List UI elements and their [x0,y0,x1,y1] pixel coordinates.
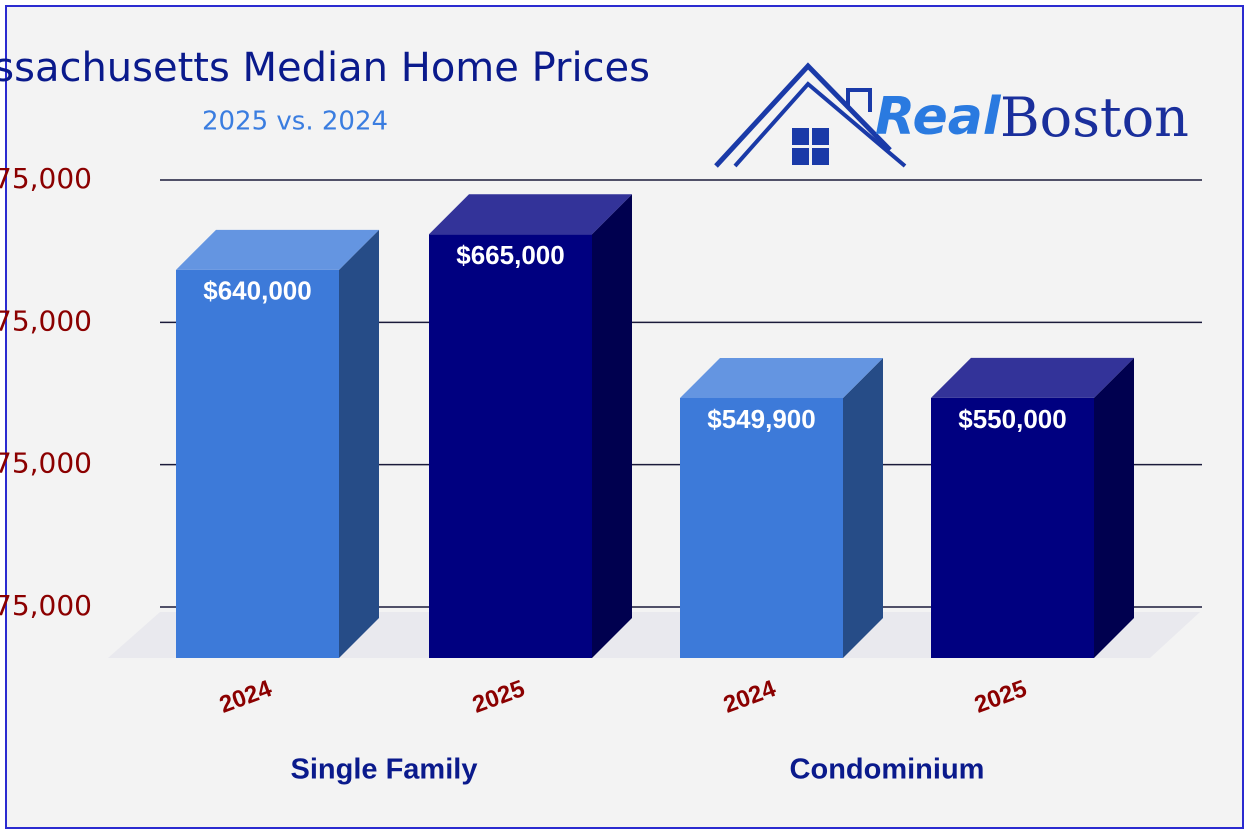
chart-title: Massachusetts Median Home Prices [0,45,650,91]
chart-subtitle: 2025 vs. 2024 [202,107,388,137]
logo-window [792,128,809,145]
logo-roof [733,81,907,168]
group-label: Single Family [291,754,478,786]
bar [680,358,883,658]
bar-top [176,229,379,270]
floor [108,612,1200,658]
bar-top [931,357,1134,398]
bar-top [429,194,632,235]
y-tick-label: $675,000 [0,162,92,195]
bar-front [680,398,843,658]
bar-front [429,234,592,658]
y-tick-label: $475,000 [0,447,92,480]
bar [176,229,379,659]
value-label: $640,000 [203,276,311,306]
bar-side [339,229,379,659]
bar-front [931,397,1094,658]
group-label: Condominium [790,754,985,786]
bar-side [1094,357,1134,658]
logo-window [812,148,829,165]
y-tick-label: $375,000 [0,589,92,622]
bar [931,357,1134,658]
value-label: $665,000 [456,240,564,270]
bar-side [843,358,883,658]
logo-window [792,148,809,165]
y-tick-label: $575,000 [0,304,92,337]
bar-front [176,269,339,658]
logo-text: Real [875,87,1002,147]
logo-chimney [846,88,872,112]
bar-side [592,194,632,658]
value-label: $550,000 [958,404,1066,434]
bar-top [680,358,883,399]
value-label: $549,900 [707,404,815,434]
logo: Real Boston [714,62,1189,168]
logo-window [812,128,829,145]
logo-roof [714,62,892,168]
bar [429,194,632,658]
logo-text: Boston [1000,86,1189,149]
